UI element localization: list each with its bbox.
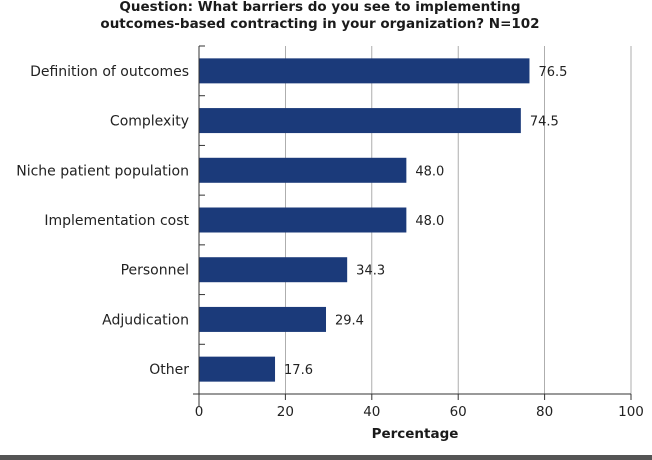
axes <box>193 45 632 406</box>
bars <box>199 58 530 382</box>
category-label-5: Personnel <box>121 263 189 279</box>
value-label-7: 17.6 <box>284 363 313 378</box>
value-label-2: 74.5 <box>530 115 559 130</box>
category-label-7: Other <box>149 362 189 378</box>
x-tick-label-0: 0 <box>195 404 204 420</box>
value-label-6: 29.4 <box>335 313 364 328</box>
bar-definition-of-outcomes <box>199 58 530 84</box>
grid-lines <box>284 46 632 394</box>
category-label-6: Adjudication <box>102 312 189 328</box>
bar-personnel <box>199 257 348 283</box>
x-tick-label-60: 60 <box>450 404 467 420</box>
bar-complexity <box>199 108 521 134</box>
x-tick-label-80: 80 <box>536 404 553 420</box>
x-tick-label-20: 20 <box>277 404 294 420</box>
category-label-1: Definition of outcomes <box>30 64 189 80</box>
chart-title-line-2: outcomes-based contracting in your organ… <box>100 16 539 32</box>
bar-adjudication <box>199 306 327 332</box>
bar-other <box>199 356 276 382</box>
category-label-4: Implementation cost <box>44 213 189 229</box>
x-tick-label-100: 100 <box>618 404 644 420</box>
x-tick-label-40: 40 <box>363 404 380 420</box>
value-label-5: 34.3 <box>356 264 385 279</box>
value-label-4: 48.0 <box>415 214 444 229</box>
bar-implementation-cost <box>199 207 407 233</box>
category-label-3: Niche patient population <box>16 163 189 179</box>
bar-niche-patient-population <box>199 157 407 183</box>
value-label-3: 48.0 <box>415 164 444 179</box>
labels: Definition of outcomes 76.5 Complexity 74.5… <box>16 64 644 420</box>
footer-bar <box>0 455 652 460</box>
chart-title-line-1: Question: What barriers do you see to im… <box>119 0 520 15</box>
x-axis-title: Percentage <box>372 426 459 442</box>
category-label-2: Complexity <box>110 114 189 130</box>
value-label-1: 76.5 <box>538 65 567 80</box>
